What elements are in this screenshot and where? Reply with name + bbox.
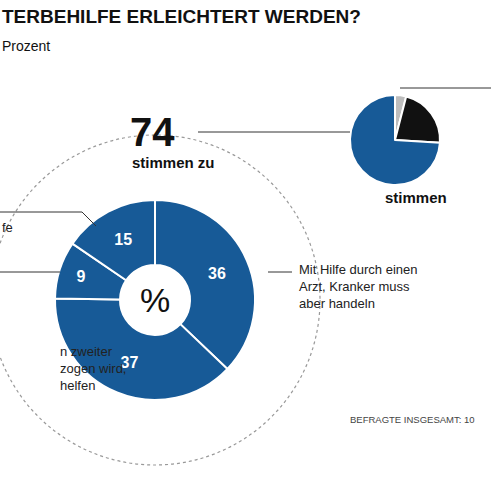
- svg-text:BEFRAGTE INSGESAMT: 10: BEFRAGTE INSGESAMT: 10: [350, 414, 475, 425]
- svg-text:Prozent: Prozent: [2, 38, 50, 54]
- svg-text:37: 37: [120, 354, 138, 371]
- svg-text:%: %: [140, 281, 170, 319]
- svg-text:74: 74: [130, 110, 175, 154]
- svg-text:stimmen zu: stimmen zu: [132, 154, 215, 171]
- svg-text:stimmen: stimmen: [385, 189, 447, 206]
- svg-text:15: 15: [114, 231, 132, 248]
- svg-text:TERBEHILFE ERLEICHTERT WERDEN?: TERBEHILFE ERLEICHTERT WERDEN?: [2, 6, 361, 27]
- svg-text:fe: fe: [2, 220, 13, 235]
- svg-text:Mit Hilfe durch einenArzt, Kra: Mit Hilfe durch einenArzt, Kranker mussa…: [299, 262, 418, 311]
- svg-text:36: 36: [208, 265, 226, 282]
- svg-text:9: 9: [76, 268, 85, 285]
- svg-text:n zweiterzogen wird,helfen: n zweiterzogen wird,helfen: [60, 344, 126, 393]
